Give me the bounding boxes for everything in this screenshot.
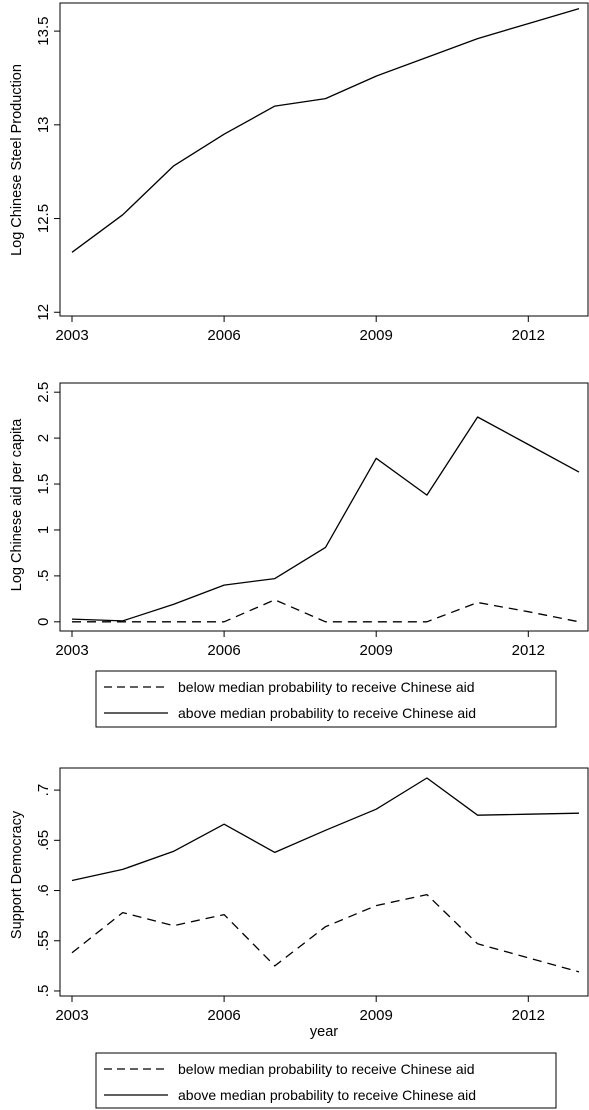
x-axis: 2003 2006 2009 2012 [55, 631, 545, 659]
y-tick-label: .65 [35, 830, 52, 851]
y-tick-label: .55 [35, 930, 52, 951]
legend: below median probability to receive Chin… [96, 671, 556, 727]
panel-support-democracy: 2003 2006 2009 2012 .5 .55 .6 .65 .7 Support De… [9, 768, 588, 1108]
plot-frame [60, 768, 588, 996]
y-tick-label: 13.5 [35, 17, 52, 46]
series-line-solid [72, 417, 579, 621]
y-axis-label: Log Chinese aid per capita [9, 418, 25, 591]
x-tick-label: 2012 [512, 327, 545, 344]
panel-aid-per-capita: 2003 2006 2009 2012 0 .5 1 1.5 2 2.5 Log Chinese… [9, 382, 588, 727]
legend-label-below-median: below median probability to receive Chin… [178, 1061, 475, 1077]
x-tick-label: 2006 [207, 1007, 240, 1024]
series-group [72, 417, 579, 622]
legend-label-above-median: above median probability to receive Chin… [178, 1087, 476, 1103]
x-tick-label: 2003 [55, 1007, 88, 1024]
series-line-solid [72, 9, 579, 253]
plot-frame [60, 383, 588, 631]
x-tick-label: 2012 [512, 1007, 545, 1024]
series-line-dashed [72, 600, 579, 622]
panel-steel-production: 2003 2006 2009 2012 12 12.5 13 13.5 Log Chines… [9, 3, 588, 344]
series-line-dashed [72, 895, 579, 972]
y-tick-label: 13 [35, 116, 52, 133]
y-tick-label: 0 [35, 618, 52, 626]
x-tick-label: 2012 [512, 642, 545, 659]
y-axis-label: Log Chinese Steel Production [9, 64, 25, 256]
y-tick-label: 12.5 [35, 204, 52, 233]
series-group [72, 778, 579, 972]
x-axis-label: year [310, 1024, 338, 1040]
y-axis-label: Support Democracy [9, 810, 25, 939]
series-line-solid [72, 778, 579, 881]
y-tick-label: 1.5 [35, 474, 52, 495]
x-tick-label: 2006 [207, 327, 240, 344]
y-tick-label: 1 [35, 526, 52, 534]
y-tick-label: .6 [35, 884, 52, 897]
x-tick-label: 2009 [360, 327, 393, 344]
x-axis: 2003 2006 2009 2012 [55, 996, 545, 1024]
legend-label-above-median: above median probability to receive Chin… [178, 705, 476, 721]
legend: below median probability to receive Chin… [96, 1053, 556, 1108]
plot-frame [60, 3, 588, 316]
y-axis: .5 .55 .6 .65 .7 [35, 784, 60, 997]
legend-label-below-median: below median probability to receive Chin… [178, 679, 475, 695]
x-tick-label: 2006 [207, 642, 240, 659]
y-tick-label: .5 [35, 985, 52, 998]
x-tick-label: 2003 [55, 327, 88, 344]
x-tick-label: 2003 [55, 642, 88, 659]
series-group [72, 9, 579, 253]
x-tick-label: 2009 [360, 642, 393, 659]
y-axis: 12 12.5 13 13.5 [35, 17, 60, 321]
x-tick-label: 2009 [360, 1007, 393, 1024]
y-tick-label: .7 [35, 784, 52, 797]
y-axis: 0 .5 1 1.5 2 2.5 [35, 382, 60, 626]
y-tick-label: 12 [35, 304, 52, 321]
x-axis: 2003 2006 2009 2012 [55, 316, 545, 344]
y-tick-label: .5 [35, 570, 52, 583]
y-tick-label: 2.5 [35, 382, 52, 403]
y-tick-label: 2 [35, 434, 52, 442]
